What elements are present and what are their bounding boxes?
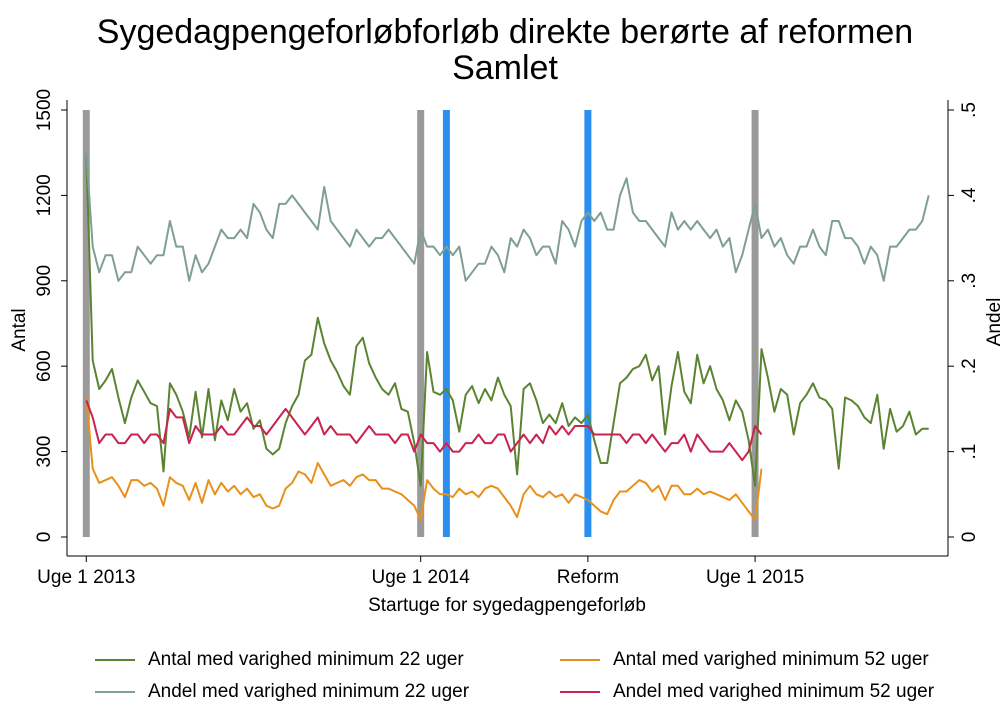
series-line	[85, 397, 763, 521]
x-tick-label: Reform	[557, 567, 619, 588]
legend-label: Andel med varighed minimum 22 uger	[148, 681, 470, 702]
chart-subtitle: Samlet	[452, 49, 558, 87]
legend-label: Andel med varighed minimum 52 uger	[613, 681, 935, 702]
legend-label: Antal med varighed minimum 22 uger	[148, 649, 464, 670]
series-line	[85, 400, 763, 462]
legend-label: Antal med varighed minimum 52 uger	[613, 649, 929, 670]
y2-tick-label: .5	[959, 102, 980, 118]
y-tick-label: 1500	[34, 89, 55, 131]
y-axis-label: Antal	[9, 308, 30, 351]
y2-tick-label: .2	[959, 358, 980, 374]
chart-title: Sygedagpengeforløbforløb direkte berørte…	[97, 13, 913, 51]
y2-tick-label: .1	[959, 444, 980, 460]
x-tick-label: Uge 1 2014	[372, 567, 471, 588]
y-tick-label: 0	[34, 532, 55, 543]
y2-tick-label: .3	[959, 273, 980, 289]
y-tick-label: 600	[34, 350, 55, 382]
series-line	[85, 152, 930, 282]
series-line	[85, 155, 929, 487]
x-tick-label: Uge 1 2015	[706, 567, 804, 588]
x-axis-label: Startuge for sygedagpengeforløb	[368, 595, 646, 616]
x-tick-label: Uge 1 2013	[37, 567, 135, 588]
y-tick-label: 900	[34, 265, 55, 297]
y-tick-label: 1200	[34, 174, 55, 216]
y2-tick-label: 0	[959, 532, 980, 543]
y-tick-label: 300	[34, 436, 55, 468]
y2-tick-label: .4	[959, 187, 980, 203]
y2-axis-label: Andel	[984, 298, 1005, 347]
